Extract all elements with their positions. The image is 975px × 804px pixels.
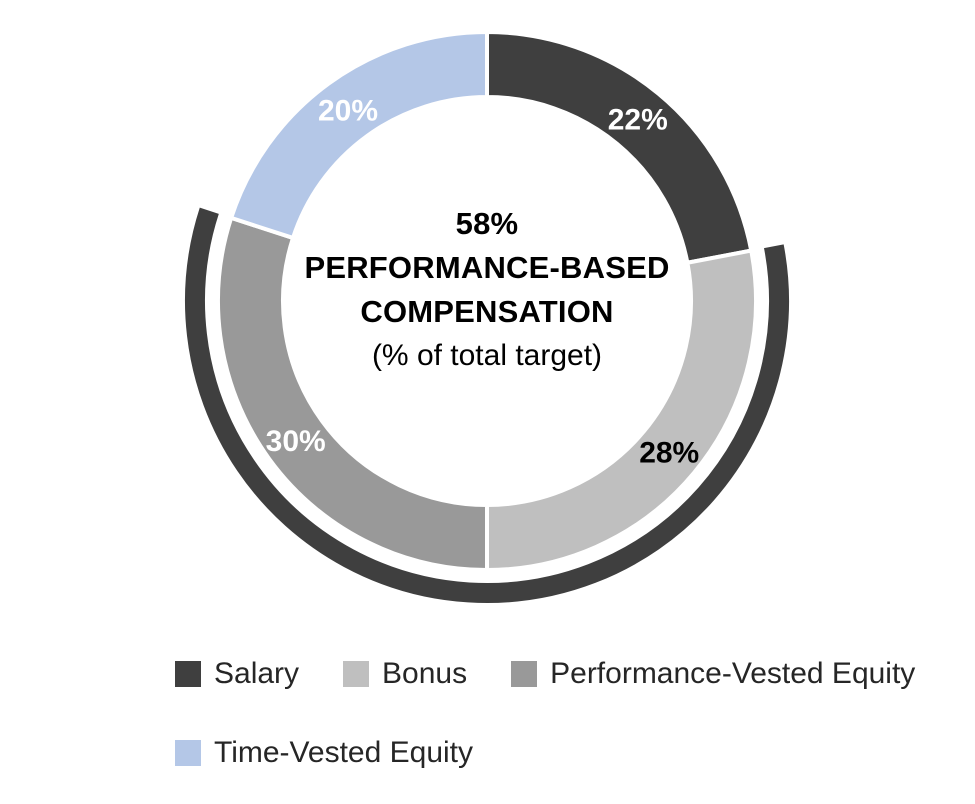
legend-row: Time-Vested Equity <box>175 736 959 769</box>
legend-item-performance-vested-equity: Performance-Vested Equity <box>511 657 915 690</box>
center-title-line2: COMPENSATION <box>360 294 614 329</box>
legend-label: Salary <box>214 657 300 690</box>
segment-label-time-vested-equity: 20% <box>318 94 378 127</box>
legend-label: Time-Vested Equity <box>214 736 473 769</box>
donut-chart-canvas: 22% 28% 30% 20% <box>185 29 789 603</box>
legend-item-salary: Salary <box>175 657 299 690</box>
legend-label: Bonus <box>382 657 468 690</box>
legend-row: Salary Bonus Performance-Vested Equity <box>175 657 959 690</box>
legend-item-time-vested-equity: Time-Vested Equity <box>175 736 473 769</box>
donut-center-text: 58% PERFORMANCE-BASED COMPENSATION (% of… <box>187 202 787 378</box>
segment-label-performance-vested-equity: 30% <box>266 425 326 458</box>
legend-swatch-bonus <box>343 660 370 687</box>
legend-swatch-salary <box>175 660 201 687</box>
segment-label-bonus: 28% <box>639 437 699 470</box>
performance-based-highlight-arc <box>185 207 789 603</box>
legend-swatch-performance-vested-equity <box>511 660 538 687</box>
center-percent: 58% <box>455 206 519 241</box>
center-title-line1: PERFORMANCE-BASED <box>304 250 670 285</box>
center-subtitle: (% of total target) <box>371 339 603 372</box>
donut-segment-time-vested-equity <box>228 29 489 241</box>
legend-label: Performance-Vested Equity <box>550 657 916 690</box>
legend-item-bonus: Bonus <box>343 657 467 690</box>
legend-swatch-time-vested-equity <box>175 739 201 766</box>
segment-label-salary: 22% <box>608 104 668 137</box>
donut-segment-performance-vested-equity <box>216 215 489 573</box>
chart-legend: Salary Bonus Performance-Vested Equity Time… <box>175 657 959 769</box>
